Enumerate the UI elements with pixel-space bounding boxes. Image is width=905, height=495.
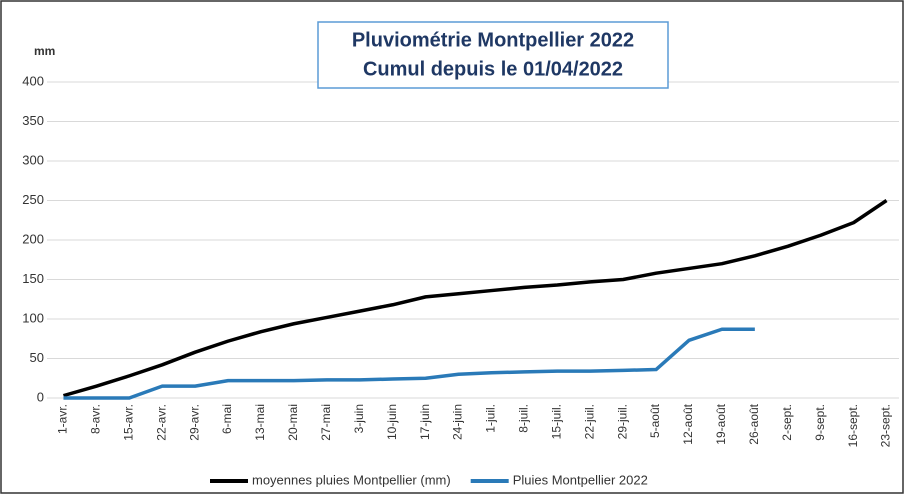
y-tick-label: 300 [22, 152, 44, 167]
y-tick-label: 150 [22, 271, 44, 286]
x-tick-label: 20-mai [286, 404, 300, 441]
x-tick-label: 15-avr. [121, 404, 135, 441]
y-axis-label: mm [34, 44, 55, 58]
legend-label: moyennes pluies Montpellier (mm) [252, 472, 451, 487]
x-tick-label: 8-juil. [517, 404, 531, 433]
x-tick-label: 12-août [681, 403, 695, 444]
x-tick-label: 1-avr. [56, 404, 70, 434]
series-line [63, 327, 755, 400]
x-tick-label: 9-sept. [813, 404, 827, 441]
x-tick-label: 17-juin [418, 404, 432, 440]
y-tick-label: 100 [22, 310, 44, 325]
chart-subtitle: Cumul depuis le 01/04/2022 [363, 58, 623, 80]
y-tick-label: 200 [22, 231, 44, 246]
legend-label: Pluies Montpellier 2022 [513, 472, 648, 487]
x-tick-label: 24-juin [451, 404, 465, 440]
x-tick-label: 26-août [747, 403, 761, 444]
x-tick-label: 13-mai [253, 404, 267, 441]
chart-title: Pluviométrie Montpellier 2022 [352, 29, 634, 51]
x-tick-label: 29-avr. [187, 404, 201, 441]
x-tick-label: 29-juil. [615, 404, 629, 439]
x-tick-label: 2-sept. [780, 404, 794, 441]
x-tick-label: 23-sept. [879, 404, 893, 447]
x-tick-label: 19-août [714, 403, 728, 444]
x-tick-label: 16-sept. [846, 404, 860, 447]
y-tick-label: 350 [22, 113, 44, 128]
x-tick-label: 10-juin [385, 404, 399, 440]
x-tick-label: 22-avr. [154, 404, 168, 441]
y-tick-label: 50 [30, 350, 44, 365]
x-tick-label: 1-juil. [484, 404, 498, 433]
series-line [62, 199, 888, 398]
x-tick-label: 15-juil. [549, 404, 563, 439]
x-tick-label: 8-avr. [89, 404, 103, 434]
x-tick-label: 22-juil. [582, 404, 596, 439]
x-tick-label: 5-août [648, 403, 662, 438]
title-box [317, 21, 669, 89]
x-tick-label: 3-juin [352, 404, 366, 433]
x-tick-label: 6-mai [220, 404, 234, 434]
y-tick-label: 250 [22, 192, 44, 207]
y-tick-label: 0 [37, 389, 44, 404]
x-tick-label: 27-mai [319, 404, 333, 441]
y-tick-label: 400 [22, 73, 44, 88]
